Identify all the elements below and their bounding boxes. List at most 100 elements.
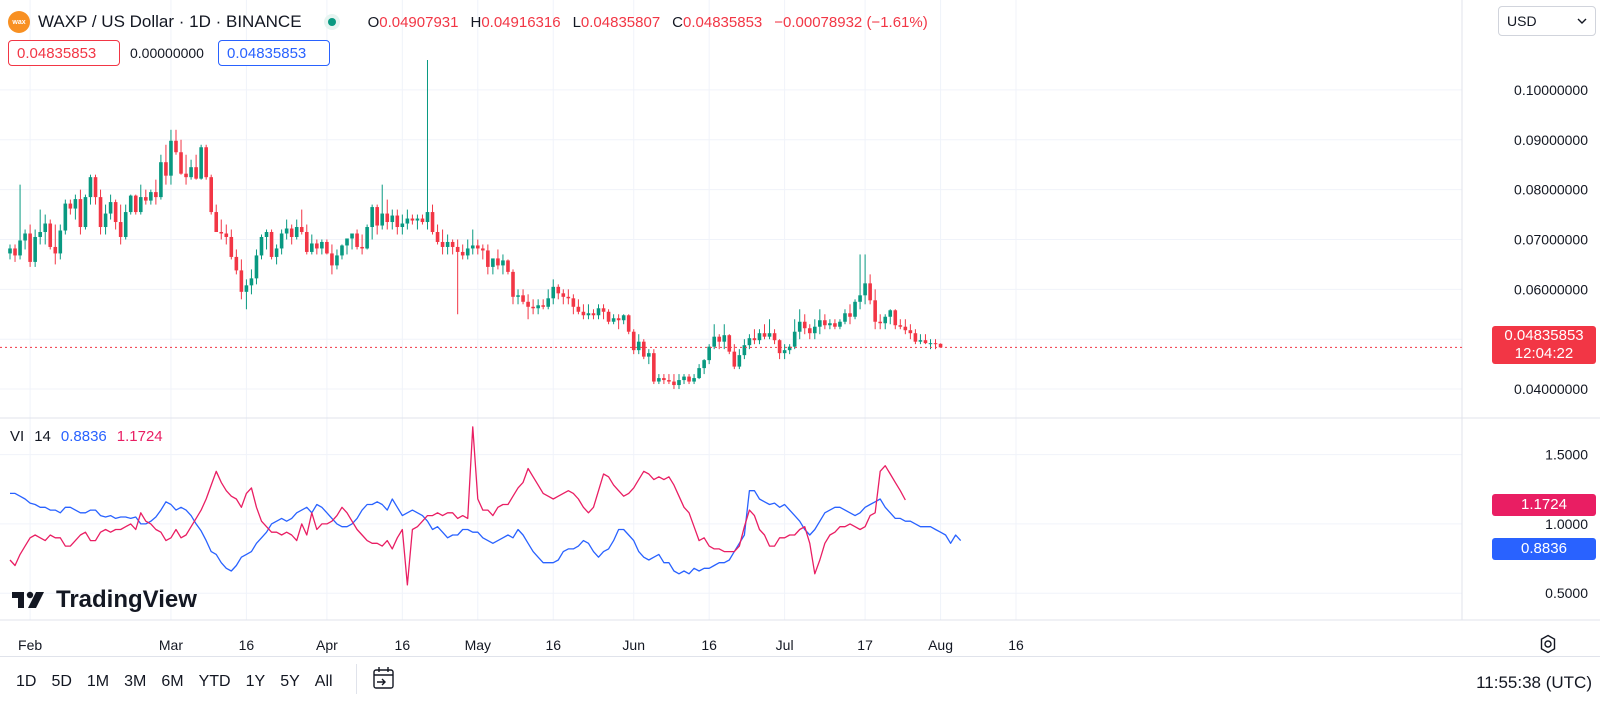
candle-body bbox=[138, 197, 143, 213]
candle-body bbox=[903, 326, 908, 331]
candle-body bbox=[475, 245, 480, 249]
change-value: −0.00078932 (−1.61%) bbox=[774, 13, 928, 31]
candle-body bbox=[113, 202, 118, 223]
market-status-icon[interactable] bbox=[323, 14, 340, 30]
price-axis-label: 0.07000000 bbox=[1514, 231, 1588, 247]
candle-body bbox=[269, 232, 274, 257]
candle-body bbox=[38, 232, 42, 237]
candle-body bbox=[641, 341, 646, 357]
candle-body bbox=[672, 381, 676, 386]
candle-body bbox=[199, 147, 203, 179]
candle-body bbox=[279, 233, 284, 249]
candle-body bbox=[345, 238, 349, 246]
range-1y-button[interactable]: 1Y bbox=[245, 673, 266, 690]
candle-body bbox=[868, 283, 872, 301]
candle-body bbox=[465, 248, 470, 256]
candle-body bbox=[571, 298, 576, 307]
vi-plus-axis-label: 0.8836 bbox=[1492, 538, 1596, 560]
tradingview-watermark[interactable]: TradingView bbox=[12, 586, 197, 614]
range-5y-button[interactable]: 5Y bbox=[280, 673, 300, 690]
candle-body bbox=[833, 323, 837, 327]
candle-body bbox=[536, 305, 540, 309]
candle-body bbox=[123, 212, 128, 237]
candle-body bbox=[370, 207, 374, 228]
utc-clock[interactable]: 11:55:38 (UTC) bbox=[1476, 673, 1592, 692]
candle-body bbox=[913, 333, 918, 342]
close-value: 0.04835853 bbox=[683, 13, 763, 31]
candle-body bbox=[712, 336, 716, 347]
candle-body bbox=[737, 355, 742, 367]
range-6m-button[interactable]: 6M bbox=[161, 673, 184, 690]
candle-body bbox=[194, 167, 198, 179]
candle-body bbox=[470, 245, 475, 249]
candle-body bbox=[667, 380, 671, 382]
candle-body bbox=[169, 140, 173, 176]
high-key: H bbox=[470, 13, 482, 31]
range-3m-button[interactable]: 3M bbox=[124, 673, 147, 690]
range-ytd-button[interactable]: YTD bbox=[198, 673, 231, 690]
candle-body bbox=[320, 241, 324, 249]
candle-body bbox=[103, 213, 108, 228]
calendar-goto-icon[interactable] bbox=[372, 666, 396, 692]
toolbar-divider bbox=[0, 656, 1600, 657]
candle-body bbox=[626, 315, 631, 332]
candle-body bbox=[682, 376, 686, 381]
range-1d-button[interactable]: 1D bbox=[16, 673, 37, 690]
low-key: L bbox=[572, 13, 581, 31]
chevron-down-icon bbox=[1577, 18, 1587, 24]
candle-body bbox=[264, 232, 269, 237]
candle-body bbox=[365, 227, 369, 249]
candle-body bbox=[742, 345, 747, 356]
candle-body bbox=[928, 343, 933, 345]
candle-body bbox=[516, 295, 520, 297]
candle-body bbox=[823, 320, 827, 326]
buy-price-button[interactable]: 0.04835853 bbox=[218, 40, 330, 66]
candle-body bbox=[229, 236, 234, 257]
time-axis-label: 16 bbox=[395, 637, 411, 653]
candle-body bbox=[58, 230, 63, 254]
vi-name: VI bbox=[10, 428, 25, 445]
candle-body bbox=[179, 152, 183, 174]
gear-icon[interactable] bbox=[1538, 634, 1558, 654]
candle-body bbox=[933, 343, 938, 345]
candle-body bbox=[284, 228, 289, 234]
candle-body bbox=[521, 295, 525, 302]
vi-legend[interactable]: VI 14 0.8836 1.1724 bbox=[10, 428, 163, 445]
time-axis-label: 17 bbox=[857, 637, 873, 653]
candle-body bbox=[541, 305, 545, 307]
candle-body bbox=[938, 343, 943, 348]
candle-body bbox=[299, 227, 304, 232]
vi-plus-line bbox=[10, 490, 962, 575]
symbol-title[interactable]: WAXP / US Dollar · 1D · BINANCE bbox=[38, 12, 302, 31]
candle-body bbox=[732, 351, 737, 367]
bottom-toolbar: 1D 5D 1M 3M 6M YTD 1Y 5Y All bbox=[0, 656, 1600, 703]
candle-body bbox=[621, 315, 626, 321]
candle-body bbox=[501, 260, 505, 266]
candle-body bbox=[405, 218, 410, 224]
candle-body bbox=[692, 378, 696, 382]
range-all-button[interactable]: All bbox=[314, 673, 333, 690]
candle-body bbox=[430, 212, 435, 232]
price-axis-label: 0.04000000 bbox=[1514, 381, 1588, 397]
candle-body bbox=[380, 213, 385, 226]
time-range-buttons: 1D 5D 1M 3M 6M YTD 1Y 5Y All bbox=[16, 673, 333, 691]
candle-body bbox=[440, 241, 445, 247]
candle-body bbox=[486, 250, 490, 267]
vi-minus-value: 1.1724 bbox=[116, 428, 163, 445]
candle-body bbox=[164, 162, 168, 176]
candle-body bbox=[591, 313, 596, 316]
range-5d-button[interactable]: 5D bbox=[51, 673, 72, 690]
currency-select[interactable]: USD bbox=[1498, 6, 1596, 36]
range-1m-button[interactable]: 1M bbox=[86, 673, 110, 690]
candle-body bbox=[325, 241, 329, 254]
candle-body bbox=[174, 140, 178, 153]
high-value: 0.04916316 bbox=[481, 13, 561, 31]
candle-body bbox=[400, 223, 405, 228]
candle-body bbox=[717, 336, 722, 342]
candle-body bbox=[234, 256, 239, 271]
candle-body bbox=[838, 321, 842, 327]
chart-header: wax WAXP / US Dollar · 1D · BINANCE O0.0… bbox=[8, 9, 928, 35]
candle-body bbox=[254, 255, 259, 279]
sell-price-button[interactable]: 0.04835853 bbox=[8, 40, 120, 66]
